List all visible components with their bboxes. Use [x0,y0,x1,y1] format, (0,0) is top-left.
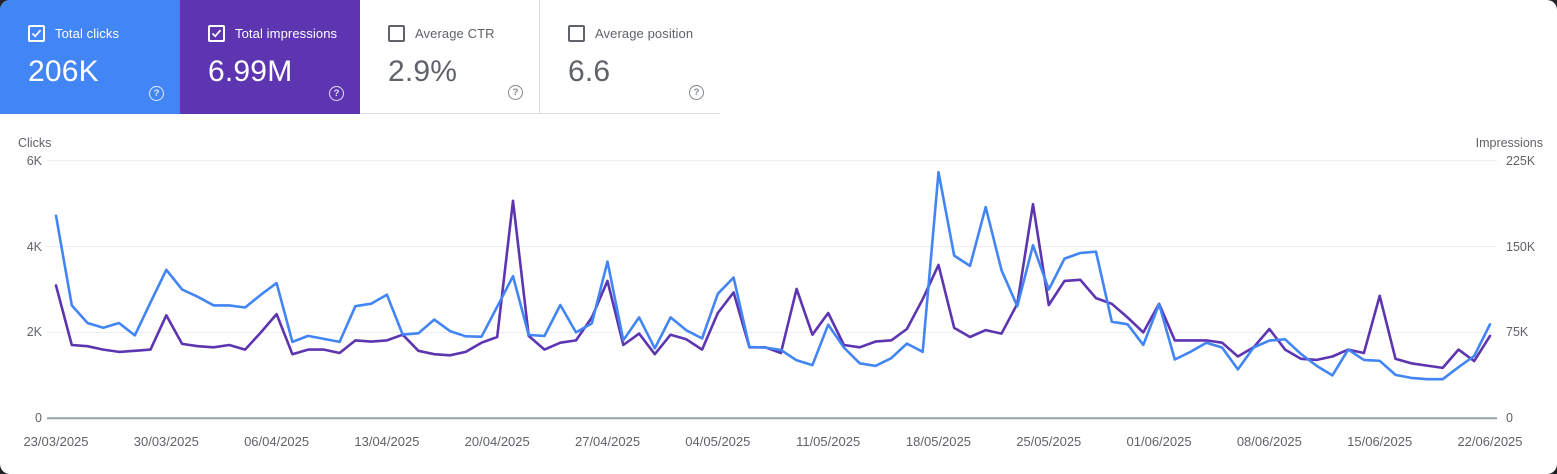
impressions-axis-tick: 225K [1506,153,1536,168]
date-axis-label: 20/04/2025 [464,434,530,449]
help-icon[interactable]: ? [689,85,704,100]
help-icon[interactable]: ? [149,86,164,101]
clicks-axis-tick: 6K [26,153,42,168]
date-axis-label: 30/03/2025 [133,434,199,449]
impressions-axis-title: Impressions [1475,136,1543,150]
clicks-axis-tick: 4K [26,239,42,254]
total-clicks-value: 206K [28,55,99,88]
clicks-axis-tick: 0 [35,411,42,426]
total-impressions-checkbox[interactable] [208,25,225,42]
metric-cards-row: Total clicks 206K ? Total impressions 6.… [0,0,720,114]
average-ctr-value: 2.9% [388,55,458,88]
clicks-line[interactable] [54,170,1492,381]
metric-card-label: Total impressions [235,26,338,41]
help-icon[interactable]: ? [329,86,344,101]
metric-card-average-ctr[interactable]: Average CTR 2.9% ? [360,0,540,114]
date-axis-label: 04/05/2025 [685,434,751,449]
checkmark-icon [211,29,222,38]
date-axis-label: 25/05/2025 [1016,434,1082,449]
date-axis-label: 01/06/2025 [1126,434,1192,449]
date-axis-label: 13/04/2025 [354,434,420,449]
date-axis-label: 08/06/2025 [1236,434,1302,449]
metric-card-total-impressions[interactable]: Total impressions 6.99M ? [180,0,360,114]
metric-card-average-position[interactable]: Average position 6.6 ? [540,0,720,114]
date-axis-label: 15/06/2025 [1347,434,1413,449]
date-axis-label: 27/04/2025 [574,434,641,449]
metric-card-label: Average position [595,26,694,41]
date-axis-label: 22/06/2025 [1457,434,1523,449]
impressions-line[interactable] [54,199,1492,370]
total-clicks-checkbox[interactable] [28,25,45,42]
chart-plot-area[interactable] [0,114,1557,474]
metric-card-label: Total clicks [55,26,120,41]
clicks-axis-title: Clicks [18,136,52,150]
date-axis-label: 18/05/2025 [905,434,971,449]
clicks-axis-tick: 2K [26,325,42,340]
checkmark-icon [31,29,42,38]
performance-chart[interactable]: Clicks Impressions 6K 4K 2K 0 225K 150K 75K 0 … [0,114,1557,474]
impressions-axis-tick: 0 [1506,411,1513,426]
average-position-checkbox[interactable] [568,25,585,42]
impressions-axis-tick: 75K [1506,325,1529,340]
date-axis-label: 06/04/2025 [244,434,310,449]
help-icon[interactable]: ? [508,85,523,100]
date-axis-label: 23/03/2025 [23,434,89,449]
date-axis-label: 11/05/2025 [796,434,861,449]
average-ctr-checkbox[interactable] [388,25,405,42]
impressions-axis-tick: 150K [1506,239,1536,254]
metric-card-total-clicks[interactable]: Total clicks 206K ? [0,0,180,114]
metric-card-label: Average CTR [415,26,495,41]
average-position-value: 6.6 [568,55,611,88]
total-impressions-value: 6.99M [208,55,293,88]
